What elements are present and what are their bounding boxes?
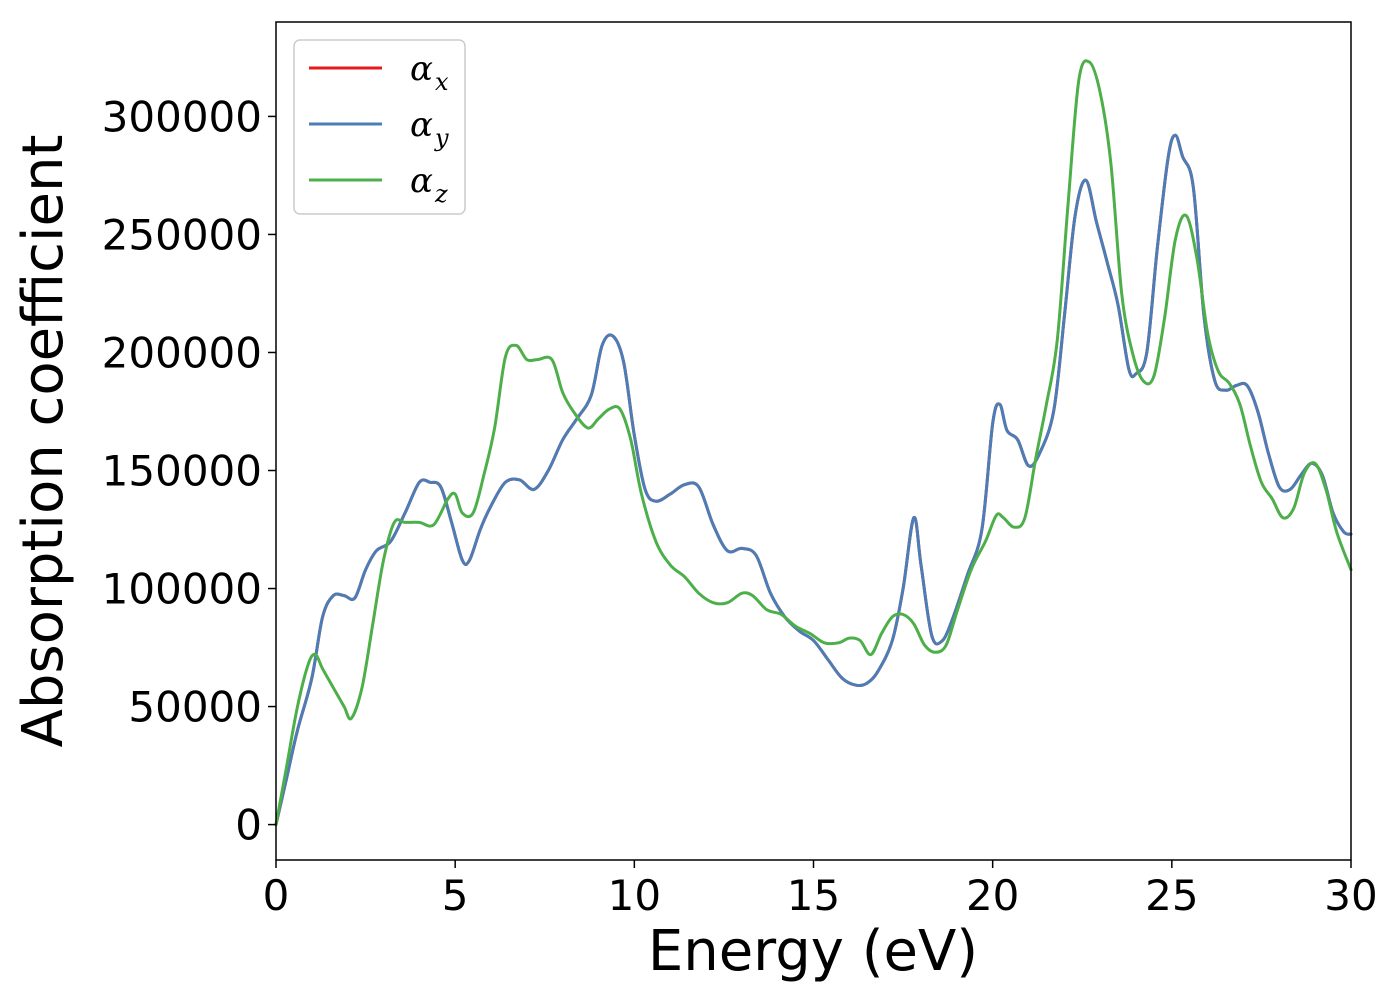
y-tick-label: 200000	[102, 328, 262, 377]
x-tick-label: 5	[442, 871, 469, 920]
legend-label-z: αz	[410, 161, 448, 208]
x-tick-label: 15	[787, 871, 840, 920]
series-line-z	[274, 59, 1353, 827]
x-tick-label: 30	[1324, 871, 1377, 920]
y-tick-label: 50000	[128, 683, 262, 732]
y-axis-label: Absorption coefficient	[11, 135, 76, 748]
series-line-y	[274, 133, 1353, 827]
x-axis-ticks: 0 5 10 15 20 25 30	[263, 860, 1378, 920]
series-line-x	[274, 133, 1353, 827]
x-tick-label: 25	[1145, 871, 1198, 920]
y-tick-label: 150000	[102, 447, 262, 496]
x-tick-label: 10	[608, 871, 661, 920]
x-axis-label: Energy (eV)	[648, 919, 978, 984]
y-tick-label: 100000	[102, 565, 262, 614]
x-tick-label: 0	[263, 871, 290, 920]
y-tick-label: 300000	[102, 92, 262, 141]
y-tick-label: 0	[235, 801, 262, 850]
y-tick-label: 250000	[102, 210, 262, 259]
legend-box	[293, 39, 466, 215]
series-layer	[274, 59, 1353, 827]
y-axis-ticks: 0 50000 100000 150000 200000 250000 300000	[102, 92, 276, 850]
x-tick-label: 20	[966, 871, 1019, 920]
